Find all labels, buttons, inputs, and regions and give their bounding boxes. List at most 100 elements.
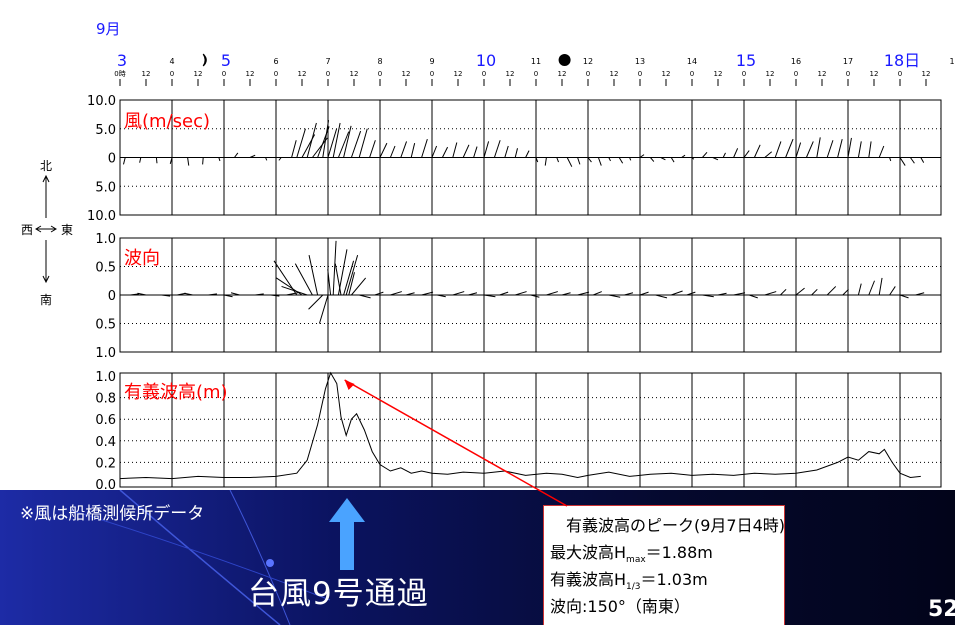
wave-direction-vector: [223, 294, 233, 298]
wave-direction-vector: [733, 292, 746, 296]
wave-direction-vector: [308, 254, 319, 296]
wave-direction-vector: [255, 293, 264, 296]
wind-vector: [441, 146, 449, 158]
compass-east: 東: [61, 223, 73, 237]
wave-direction-vector: [390, 291, 402, 296]
wave-direction-vector: [332, 240, 337, 296]
wind-vector: [431, 145, 438, 158]
hour-tick-label: 0: [326, 70, 330, 78]
hour-tick-label: 12: [610, 70, 619, 78]
day-label: 14: [687, 57, 697, 66]
wind-vector: [826, 140, 834, 158]
hour-tick-label: 0時: [114, 70, 125, 78]
day-label: 3: [117, 51, 127, 70]
wave-direction-vector: [348, 272, 355, 296]
wind-vector: [556, 157, 559, 163]
wave-direction-vector: [795, 287, 805, 296]
wave-height-y-tick-label: 1.0: [95, 370, 116, 385]
hour-tick-label: 12: [662, 70, 671, 78]
hour-tick-label: 0: [274, 70, 278, 78]
wind-vector: [899, 157, 906, 166]
wind-vector: [291, 140, 297, 158]
wave-dir-y-tick-label: 0.5: [95, 261, 116, 276]
wind-vector: [358, 128, 368, 158]
wave-dir-panel-title: 波向: [124, 248, 160, 269]
wave-direction-vector: [270, 294, 280, 297]
wave-height-y-tick-label: 0.2: [95, 456, 116, 471]
wind-vector: [618, 157, 624, 164]
wave-direction-vector: [857, 283, 862, 296]
banner-decoration: [69, 489, 331, 625]
wave-direction-vector: [561, 292, 571, 296]
hour-tick-label: 0: [742, 70, 746, 78]
wave-height-y-tick-label: 0.0: [95, 478, 116, 490]
wind-vector: [233, 152, 239, 158]
wave-height-y-tick-label: 0.4: [95, 435, 116, 450]
hour-tick-label: 12: [454, 70, 463, 78]
wave-dir-y-tick-label: 0: [108, 289, 116, 304]
wave-direction-vector: [208, 293, 218, 296]
hour-tick-label: 12: [558, 70, 567, 78]
wave-direction-vector: [230, 292, 240, 296]
wind-vector: [535, 157, 539, 163]
wave-direction-vector: [899, 294, 909, 299]
wind-vector: [733, 148, 739, 158]
significant-wave-subscript: 1/3: [626, 582, 641, 593]
wave-direction-vector: [405, 292, 415, 296]
day-label: 16: [791, 57, 801, 66]
day-label: 12: [583, 57, 593, 66]
hour-tick-label: 12: [870, 70, 879, 78]
wind-vector: [389, 145, 396, 158]
wind-vector: [421, 138, 428, 158]
hour-tick-label: 0: [378, 70, 382, 78]
wave-direction-vector: [343, 260, 355, 296]
wave-direction-vector: [351, 277, 367, 296]
wave-direction-vector: [868, 280, 875, 296]
hour-tick-label: 0: [638, 70, 642, 78]
data-source-note: ※風は船橋測候所データ: [20, 504, 205, 524]
max-wave-subscript: max: [626, 555, 646, 566]
wind-vector: [920, 157, 925, 163]
wave-direction-vector: [499, 291, 509, 296]
wind-vector: [816, 137, 821, 158]
wind-y-tick-label: 5.0: [95, 180, 116, 195]
wind-vector: [462, 144, 470, 158]
wind-vector: [379, 142, 388, 158]
wind-vector: [343, 125, 352, 158]
hour-tick-label: 12: [350, 70, 359, 78]
wind-vector: [296, 128, 306, 158]
wind-vector: [187, 157, 190, 166]
banner-curve-3: [69, 509, 331, 601]
wind-vector: [218, 157, 221, 162]
significant-wave-value: ＝1.03m: [640, 570, 708, 589]
wind-y-tick-label: 5.0: [95, 123, 116, 138]
hour-tick-label: 0: [222, 70, 226, 78]
banner-curve-1: [119, 489, 281, 625]
wave-direction-line: 波向:150°（南東）: [550, 597, 690, 616]
wave-direction-vector: [137, 292, 147, 296]
wind-vector: [587, 157, 592, 163]
wave-direction-vector: [374, 291, 384, 296]
hour-tick-label: 0: [690, 70, 694, 78]
compass-east-arrowhead: [50, 225, 57, 233]
wind-vector: [722, 152, 726, 158]
wind-vector: [774, 141, 782, 158]
wind-vector: [868, 141, 872, 158]
hour-tick-label: 0: [586, 70, 590, 78]
wind-vector: [743, 150, 750, 158]
wave-direction-vector: [889, 286, 896, 296]
wave-dir-y-tick-label: 1.0: [95, 232, 116, 247]
wave-direction-vector: [421, 291, 434, 296]
month-label: 9月: [96, 20, 121, 38]
compass-south: 南: [40, 292, 52, 307]
wind-vector: [847, 137, 852, 158]
wave-direction-vector: [483, 294, 496, 298]
hour-tick-label: 0: [430, 70, 434, 78]
day-label: 18日: [884, 51, 920, 70]
wave-direction-vector: [608, 294, 621, 298]
wind-vector: [473, 146, 478, 158]
wave-direction-vector: [686, 291, 696, 296]
day-label: 1: [949, 57, 954, 66]
wave-direction-vector: [530, 294, 540, 298]
wave-direction-vector: [749, 294, 758, 299]
